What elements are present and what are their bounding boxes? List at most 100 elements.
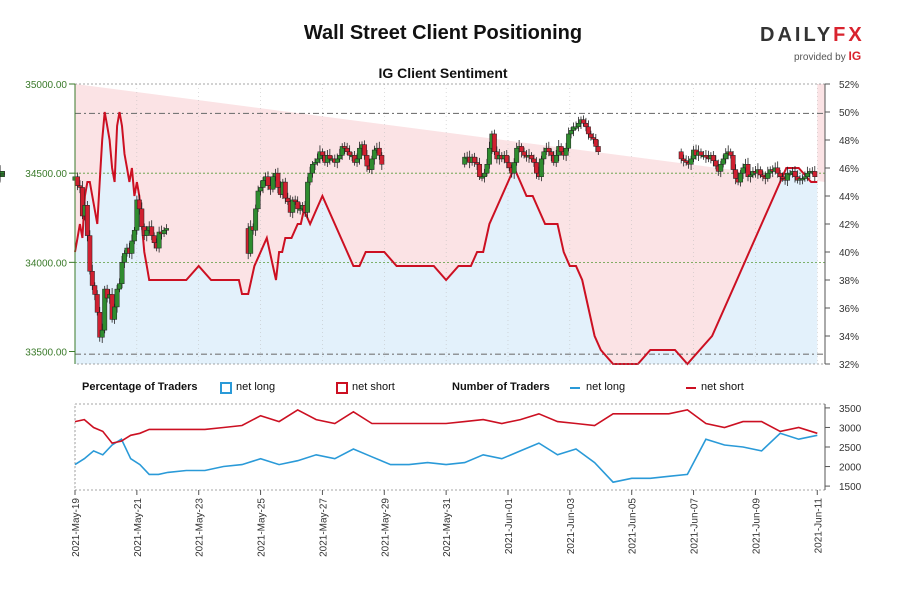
candle-body: [87, 235, 93, 272]
candle-body: [804, 172, 810, 177]
candle-body: [511, 162, 517, 174]
candle-body: [558, 146, 564, 153]
candle-body: [122, 253, 127, 263]
candle-body: [136, 199, 142, 210]
legend-num-short-swatch: [686, 387, 696, 389]
candle-body: [593, 139, 599, 147]
candle-body: [102, 288, 108, 331]
candle-body: [258, 187, 264, 192]
candle-body: [131, 229, 137, 242]
legend-pct-title: Percentage of Traders: [82, 381, 198, 393]
candle-body: [255, 190, 261, 210]
candle-body: [541, 151, 547, 160]
candle-body: [0, 171, 5, 174]
candle-body: [92, 285, 98, 295]
candle-body: [765, 172, 771, 179]
legend-num-long-swatch: [570, 387, 580, 389]
candle-body: [319, 151, 325, 156]
candle-body: [354, 158, 360, 163]
candle-body: [292, 199, 298, 202]
candle-body: [270, 176, 276, 190]
net-short-pct-line: [74, 111, 818, 366]
candle-body: [337, 155, 343, 160]
candle-body: [248, 226, 254, 254]
candle-body: [531, 158, 537, 163]
x-tick-label: 2021-May-27: [318, 498, 329, 557]
candle-body: [364, 155, 370, 167]
count-line-net-short: [74, 408, 818, 444]
candle-body: [327, 155, 333, 160]
candle-body: [710, 155, 716, 161]
candle-body: [730, 155, 736, 170]
legend-pct-long: net long: [236, 381, 276, 393]
count-tick-label: 2000: [839, 463, 862, 474]
candle-body: [312, 162, 318, 165]
candle-body: [683, 160, 689, 163]
candle-body: [590, 137, 596, 140]
candle-body: [482, 172, 487, 177]
candle-body: [785, 172, 791, 181]
legend-pct-short-swatch: [336, 382, 348, 394]
candle-body: [315, 158, 320, 163]
candle-body: [678, 151, 684, 160]
logo-provider: IG: [848, 49, 862, 63]
candle-body: [740, 167, 746, 174]
count-tick-label: 3500: [839, 404, 862, 415]
candle-body: [760, 174, 766, 177]
candle-body: [777, 172, 783, 177]
candle-body: [94, 294, 100, 313]
candle-body: [275, 172, 281, 188]
candle-body: [89, 271, 95, 286]
x-tick-label: 2021-May-31: [442, 498, 453, 557]
legend-num-long: net long: [586, 381, 626, 393]
pct-tick-label: 42%: [839, 220, 859, 231]
candle-body: [738, 172, 744, 183]
candle-body: [472, 156, 478, 163]
x-tick-label: 2021-May-23: [195, 498, 206, 557]
candle-body: [342, 146, 348, 149]
candle-body: [305, 181, 311, 213]
candle-body: [139, 208, 145, 227]
candle-body: [745, 164, 751, 177]
candle-body: [748, 174, 753, 177]
candle-body: [369, 158, 375, 170]
candle-body: [576, 122, 581, 128]
candle-body: [720, 158, 726, 165]
candle-body: [75, 176, 80, 186]
candle-body: [546, 147, 552, 153]
candle-body: [583, 122, 589, 128]
candle-body: [563, 147, 569, 156]
price-tick-label: 34500.00: [25, 169, 67, 180]
candle-body: [371, 149, 377, 160]
pct-tick-label: 52%: [839, 80, 859, 91]
pct-tick-label: 44%: [839, 192, 859, 203]
candle-body: [334, 158, 340, 163]
candle-body: [775, 167, 781, 174]
candle-body: [595, 146, 601, 153]
candle-body: [357, 147, 362, 160]
candle-body: [812, 171, 818, 177]
x-tick-label: 2021-May-19: [71, 498, 82, 557]
candle-body: [260, 180, 266, 188]
candle-body: [491, 133, 497, 153]
candle-body: [129, 240, 135, 254]
count-tick-label: 1500: [839, 482, 862, 493]
candle-body: [757, 169, 763, 176]
candle-body: [780, 176, 786, 179]
candle-body: [529, 155, 534, 160]
candle-body: [486, 147, 492, 165]
candle-body: [703, 155, 709, 158]
bottom-panel-border: [74, 403, 826, 491]
count-tick-label: 3000: [839, 423, 862, 434]
candle-body: [581, 119, 586, 124]
x-tick-label: 2021-Jun-01: [504, 498, 515, 555]
candle-body: [533, 162, 539, 174]
legend-num-title: Number of Traders: [452, 381, 550, 393]
candle-body: [802, 176, 808, 179]
candle-body: [265, 176, 271, 186]
candle-body: [568, 130, 574, 135]
x-tick-label: 2021-May-21: [133, 498, 144, 557]
candle-body: [718, 164, 724, 172]
pct-tick-label: 38%: [839, 276, 859, 287]
x-tick-label: 2021-Jun-03: [566, 498, 577, 555]
